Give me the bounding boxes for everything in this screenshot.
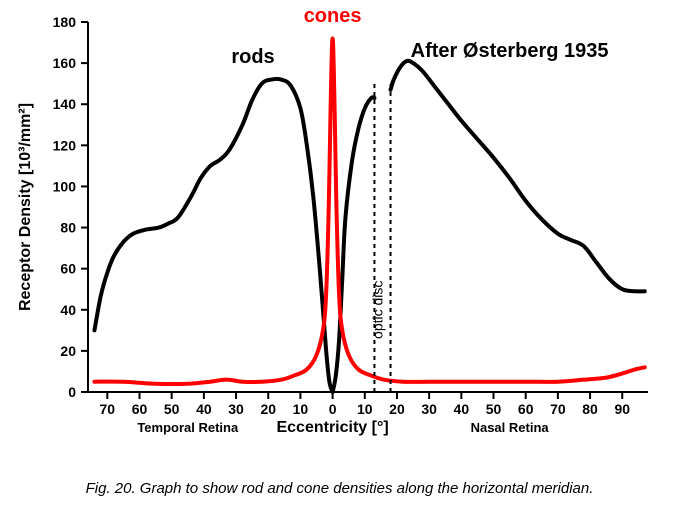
x-tick-label: 30 bbox=[228, 401, 244, 417]
x-tick-label: 0 bbox=[329, 401, 337, 417]
y-tick-label: 0 bbox=[68, 384, 76, 400]
y-tick-label: 140 bbox=[53, 96, 77, 112]
annotation-cones_label: cones bbox=[304, 5, 362, 27]
x-axis-title: Eccentricity [°] bbox=[276, 419, 388, 436]
x-tick-label: 10 bbox=[357, 401, 373, 417]
x-tick-label: 20 bbox=[260, 401, 276, 417]
density-chart: 706050403020100102030405060708090Tempora… bbox=[0, 0, 679, 460]
series-rods_temporal bbox=[94, 79, 332, 392]
y-tick-label: 80 bbox=[60, 220, 76, 236]
series-rods_nasal_right bbox=[391, 61, 645, 292]
x-tick-label: 50 bbox=[164, 401, 180, 417]
figure-container: 706050403020100102030405060708090Tempora… bbox=[0, 0, 679, 527]
y-tick-label: 40 bbox=[60, 302, 76, 318]
y-tick-label: 180 bbox=[53, 14, 77, 30]
x-tick-label: 80 bbox=[582, 401, 598, 417]
x-tick-label: 60 bbox=[518, 401, 534, 417]
x-tick-label: 20 bbox=[389, 401, 405, 417]
y-tick-label: 160 bbox=[53, 55, 77, 71]
annotation-rods_label: rods bbox=[231, 46, 274, 68]
x-tick-label: 50 bbox=[486, 401, 502, 417]
x-tick-label: 40 bbox=[454, 401, 470, 417]
x-tick-label: 70 bbox=[550, 401, 566, 417]
y-tick-label: 120 bbox=[53, 137, 77, 153]
x-tick-label: 40 bbox=[196, 401, 212, 417]
optic-disc-label: optic disc bbox=[369, 281, 385, 339]
x-sublabel: Temporal Retina bbox=[137, 420, 239, 435]
x-tick-label: 90 bbox=[614, 401, 630, 417]
x-tick-label: 30 bbox=[421, 401, 437, 417]
x-tick-label: 60 bbox=[132, 401, 148, 417]
x-tick-label: 10 bbox=[293, 401, 309, 417]
y-tick-label: 60 bbox=[60, 261, 76, 277]
x-tick-label: 70 bbox=[100, 401, 116, 417]
annotation-after_label: After Østerberg 1935 bbox=[411, 40, 609, 62]
y-tick-label: 20 bbox=[60, 343, 76, 359]
y-tick-label: 100 bbox=[53, 178, 77, 194]
y-axis-title: Receptor Density [10³/mm²] bbox=[17, 103, 34, 311]
figure-caption: Fig. 20. Graph to show rod and cone dens… bbox=[0, 480, 679, 497]
x-sublabel: Nasal Retina bbox=[471, 420, 550, 435]
